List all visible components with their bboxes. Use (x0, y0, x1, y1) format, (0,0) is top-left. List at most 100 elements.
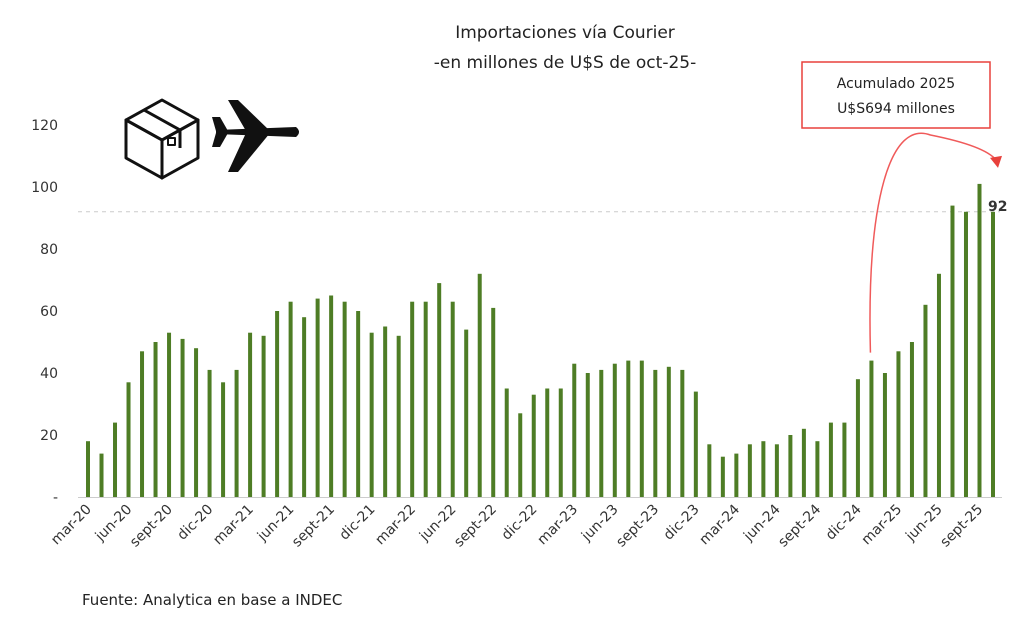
bar-jul-24 (788, 435, 793, 497)
bar-sept-21 (329, 295, 334, 497)
bar-may-20 (113, 422, 118, 497)
package-box-icon (124, 98, 200, 180)
bar-jul-20 (140, 351, 145, 497)
x-tick-label: mar-23 (534, 502, 581, 549)
bar-oct-24 (828, 422, 833, 497)
x-tick-label: sept-22 (451, 502, 500, 551)
bar-ago-22 (477, 273, 482, 497)
bar-feb-25 (882, 373, 887, 497)
x-tick-label: mar-24 (697, 501, 744, 548)
bar-jun-20 (126, 382, 131, 497)
bar-oct-23 (666, 366, 671, 497)
bar-jun-22 (450, 301, 455, 497)
chart-subtitle: -en millones de U$S de oct-25- (434, 53, 696, 73)
bar-sept-25 (977, 183, 982, 497)
bar-feb-23 (558, 388, 563, 497)
bar-may-22 (437, 283, 442, 497)
bar-dic-20 (207, 369, 212, 497)
annotation-box (801, 61, 991, 129)
bar-abr-23 (585, 373, 590, 497)
bar-abr-24 (747, 444, 752, 497)
bar-nov-22 (518, 413, 523, 497)
bar-feb-21 (234, 369, 239, 497)
bar-abr-21 (261, 335, 266, 497)
bar-sept-24 (815, 441, 820, 497)
source-note: Fuente: Analytica en base a INDEC (82, 591, 342, 609)
bar-jul-23 (626, 360, 631, 497)
x-tick-label: mar-21 (210, 502, 257, 549)
y-tick-label: 120 (31, 118, 58, 134)
bar-may-25 (923, 304, 928, 497)
bar-mar-24 (734, 453, 739, 497)
bar-dic-21 (369, 332, 374, 497)
bar-ago-25 (963, 211, 968, 498)
bar-ene-21 (221, 382, 226, 497)
bar-jun-25 (936, 273, 941, 497)
y-tick-label: 20 (40, 428, 58, 444)
y-tick-label: 40 (40, 366, 58, 382)
bar-mar-22 (410, 301, 415, 497)
x-tick-label: sept-20 (127, 502, 176, 551)
x-tick-label: mar-25 (859, 502, 906, 549)
bar-oct-22 (504, 388, 509, 497)
bar-may-24 (761, 441, 766, 497)
bar-ene-24 (707, 444, 712, 497)
bar-ene-25 (869, 360, 874, 497)
bars (86, 183, 995, 498)
bar-mar-25 (896, 351, 901, 497)
x-tick-label: sept-23 (613, 502, 662, 551)
y-tick-label: 60 (40, 304, 58, 320)
bar-jul-22 (464, 329, 469, 497)
data-label-last: 92 (988, 199, 1007, 215)
y-tick-label: - (53, 490, 58, 506)
bar-nov-21 (356, 311, 361, 497)
bar-nov-23 (680, 369, 685, 497)
x-tick-label: mar-20 (48, 502, 95, 549)
bar-dic-23 (693, 391, 698, 497)
bar-sept-20 (167, 332, 172, 497)
annotation-line1: Acumulado 2025 (837, 76, 955, 92)
annotation-arrow (869, 132, 997, 353)
bar-oct-20 (180, 338, 185, 497)
bar-jun-21 (288, 301, 293, 497)
bar-feb-24 (720, 456, 725, 497)
bar-sept-23 (653, 369, 658, 497)
bar-jun-23 (612, 363, 617, 497)
bar-abr-22 (423, 301, 428, 497)
y-tick-label: 100 (31, 180, 58, 196)
bar-nov-24 (842, 422, 847, 497)
x-tick-label: sept-21 (289, 502, 338, 551)
bar-oct-25 (991, 211, 995, 498)
bar-ene-23 (545, 388, 550, 497)
arrowhead-icon (990, 155, 1002, 168)
bar-may-23 (599, 369, 604, 497)
x-tick-label: sept-24 (775, 501, 824, 550)
bar-ago-24 (801, 428, 806, 497)
bar-abr-25 (909, 342, 914, 497)
x-axis: mar-20jun-20sept-20dic-20mar-21jun-21sep… (48, 501, 986, 550)
bar-ene-22 (383, 326, 388, 497)
bar-ago-20 (153, 342, 158, 497)
bar-may-21 (275, 311, 280, 497)
bar-feb-22 (396, 335, 401, 497)
bar-sept-22 (491, 307, 496, 497)
y-axis: - 20 40 60 80 100 120 (31, 118, 58, 506)
bar-jul-25 (950, 205, 955, 497)
airplane-icon (212, 100, 299, 172)
bar-ago-21 (315, 298, 320, 497)
chart-title: Importaciones vía Courier (455, 23, 675, 43)
bar-ago-23 (639, 360, 644, 497)
bar-abr-20 (99, 453, 104, 497)
annotation-line2: U$S694 millones (837, 101, 955, 117)
bar-dic-22 (531, 394, 536, 497)
y-tick-label: 80 (40, 242, 58, 258)
bar-jun-24 (774, 444, 779, 497)
bar-nov-20 (194, 348, 199, 497)
bar-jul-21 (302, 317, 307, 497)
bar-mar-23 (572, 363, 577, 497)
x-tick-label: sept-25 (937, 502, 986, 551)
x-tick-label: mar-22 (372, 502, 419, 549)
bar-mar-20 (86, 441, 90, 497)
bar-dic-24 (855, 379, 860, 497)
